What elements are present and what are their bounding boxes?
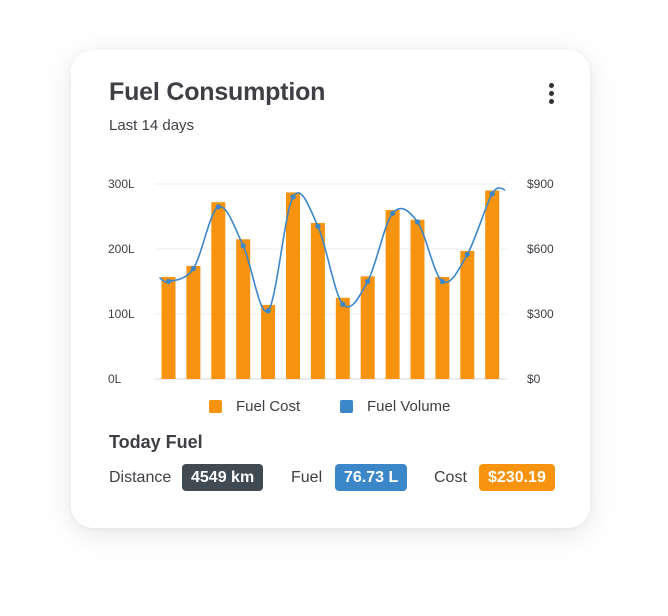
today-fuel-heading: Today Fuel (109, 432, 203, 452)
bar-fuel-cost (385, 210, 400, 379)
legend-label-fuel-cost: Fuel Cost (236, 398, 301, 415)
cost-label: Cost (434, 469, 467, 486)
y-right-tick-label: $300 (527, 307, 554, 321)
legend-swatch-fuel-volume (340, 400, 353, 413)
bar-fuel-cost (485, 190, 500, 379)
legend-label-fuel-volume: Fuel Volume (367, 398, 451, 415)
y-right-tick-label: $900 (527, 177, 554, 191)
distance-label: Distance (109, 469, 172, 486)
bar-fuel-cost (310, 223, 325, 379)
point-fuel-volume (290, 194, 296, 200)
point-fuel-volume (365, 278, 371, 285)
point-fuel-volume (464, 251, 470, 258)
line-fuel-volume (159, 187, 506, 313)
point-fuel-volume (340, 301, 346, 307)
card-title: Fuel Consumption (109, 78, 326, 106)
point-fuel-volume (240, 243, 246, 249)
point-fuel-volume (390, 210, 396, 216)
fuel-label: Fuel (291, 469, 323, 486)
bar-fuel-cost (460, 250, 475, 379)
point-fuel-volume (165, 278, 172, 285)
cost-badge: $230.19 (479, 464, 555, 491)
bar-fuel-cost (335, 297, 350, 379)
bar-fuel-cost (286, 192, 300, 379)
point-fuel-volume (489, 191, 495, 197)
bar-fuel-cost (435, 276, 450, 379)
fuel-chart: 0L $0 100L $300 200L $600 300L $900 (108, 177, 554, 386)
y-right-tick-label: $600 (527, 242, 554, 256)
y-left-tick-label: 300L (108, 177, 135, 191)
more-vertical-icon[interactable] (541, 82, 561, 106)
fuel-badge: 76.73 L (335, 464, 408, 491)
point-fuel-volume (215, 204, 221, 210)
y-left-tick-label: 0L (108, 372, 122, 386)
legend-swatch-fuel-cost (209, 400, 222, 413)
bar-fuel-cost (186, 265, 201, 379)
bar-fuel-cost (161, 276, 176, 379)
card-subtitle: Last 14 days (109, 117, 195, 134)
y-right-tick-label: $0 (527, 372, 541, 386)
bar-fuel-cost (236, 239, 251, 379)
bar-fuel-cost (360, 276, 375, 379)
point-fuel-volume (315, 223, 321, 229)
point-fuel-volume (265, 308, 271, 314)
bar-fuel-cost (261, 304, 276, 379)
fuel-consumption-card: Fuel Consumption Last 14 days 0L $0 100L $3… (71, 50, 590, 528)
point-fuel-volume (439, 278, 445, 285)
y-left-tick-label: 200L (108, 242, 135, 256)
point-fuel-volume (190, 265, 196, 272)
y-left-tick-label: 100L (108, 307, 135, 321)
bar-fuel-cost (211, 202, 226, 379)
distance-badge: 4549 km (182, 464, 264, 491)
point-fuel-volume (414, 219, 421, 225)
bar-fuel-cost (410, 219, 425, 379)
